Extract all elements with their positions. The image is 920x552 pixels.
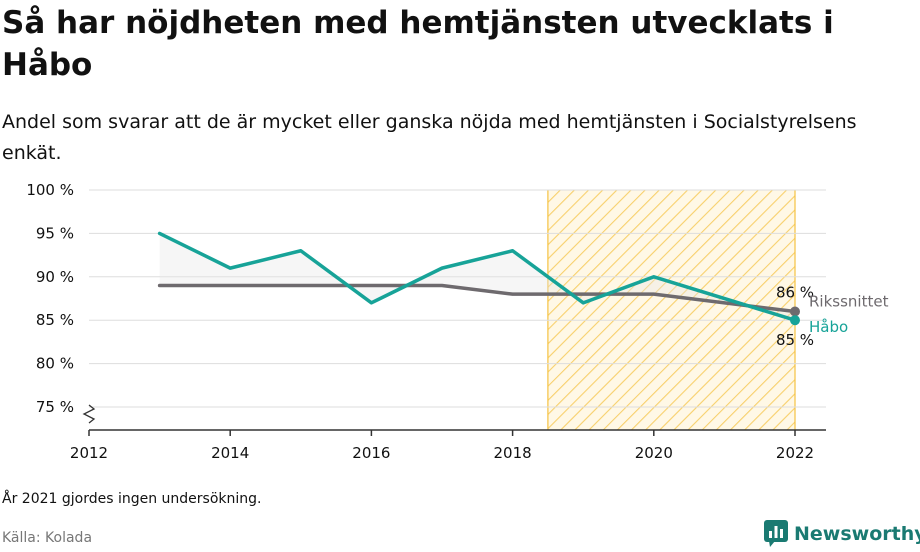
end-point-habo [790,315,800,326]
x-tick-label: 2014 [211,444,249,462]
end-value-label-riket: 86 % [776,284,814,302]
series-name-label-habo: Håbo [809,318,848,336]
y-tick-label: 100 % [26,181,74,199]
series-line-habo [157,231,797,322]
x-tick-label: 2018 [494,444,532,462]
y-tick-label: 95 % [36,224,74,242]
axis-break-icon [82,404,96,424]
end-value-label-habo: 85 % [776,331,814,349]
y-tick-label: 85 % [36,311,74,329]
x-tick-label: 2012 [70,444,108,462]
source-label: Källa: Kolada [2,530,93,546]
newsworthy-logo-icon [764,520,788,547]
logo-text: Newsworthy [794,523,920,545]
series-name-label-riket: Rikssnittet [809,293,889,311]
y-tick-label: 80 % [36,355,74,373]
x-tick-label: 2022 [776,444,814,462]
y-tick-label: 75 % [36,398,74,416]
end-point-riket [790,306,800,317]
chart-title: Så har nöjdheten med hemtjänsten utveckl… [2,5,834,83]
x-tick-label: 2016 [352,444,390,462]
footnote: År 2021 gjordes ingen undersökning. [2,491,262,507]
series-line-riket [157,283,797,314]
chart-subtitle: Andel som svarar att de är mycket eller … [2,111,857,164]
x-tick-label: 2020 [635,444,673,462]
y-tick-label: 90 % [36,268,74,286]
highlight-period [547,190,795,430]
newsworthy-logo: Newsworthy [764,520,920,548]
difference-area [159,233,796,321]
